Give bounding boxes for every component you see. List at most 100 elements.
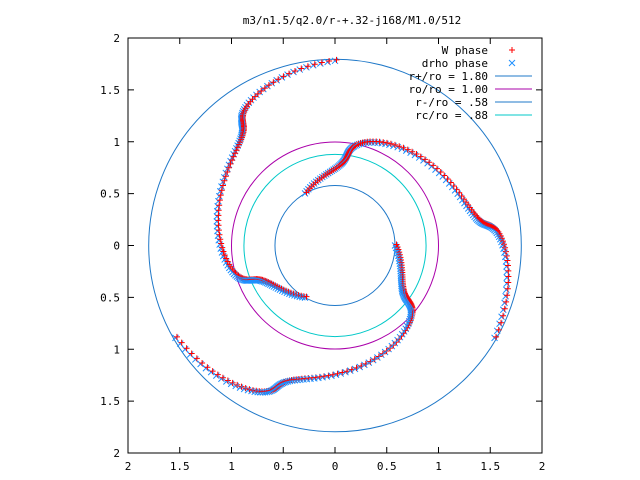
w-point bbox=[413, 151, 420, 158]
legend-label: ro/ro = 1.00 bbox=[409, 83, 488, 96]
reference-circle bbox=[231, 141, 439, 350]
drho-point bbox=[324, 58, 331, 66]
w-point bbox=[387, 140, 394, 147]
w-point bbox=[326, 58, 333, 65]
w-point bbox=[219, 244, 226, 251]
x-tick-label: 1 bbox=[228, 460, 235, 473]
w-point bbox=[430, 162, 437, 169]
w-point bbox=[393, 241, 400, 248]
drho-point bbox=[181, 345, 189, 353]
w-point bbox=[227, 160, 234, 167]
drho-point bbox=[291, 376, 299, 384]
w-point bbox=[261, 85, 268, 92]
w-point bbox=[298, 65, 305, 72]
drho-point bbox=[217, 245, 225, 252]
phase-points bbox=[172, 56, 512, 396]
drho-point bbox=[365, 359, 373, 366]
w-point bbox=[311, 61, 318, 68]
x-tick-label: 1.5 bbox=[170, 460, 190, 473]
w-point bbox=[215, 212, 222, 219]
drho-point bbox=[263, 279, 271, 287]
drho-point bbox=[236, 137, 243, 145]
w-point bbox=[505, 279, 512, 286]
y-tick-label: 2 bbox=[113, 32, 120, 45]
w-point bbox=[393, 339, 400, 346]
drho-point bbox=[197, 360, 204, 368]
x-tick-label: 1 bbox=[435, 460, 442, 473]
drho-point bbox=[237, 133, 245, 141]
drho-point bbox=[454, 190, 462, 198]
drho-point bbox=[411, 151, 419, 159]
drho-point bbox=[293, 292, 301, 300]
drho-point bbox=[420, 156, 427, 164]
w-point bbox=[223, 255, 230, 262]
drho-point bbox=[213, 212, 221, 220]
drho-point bbox=[503, 280, 511, 287]
w-point bbox=[216, 231, 223, 238]
drho-point bbox=[301, 190, 309, 197]
w-point bbox=[395, 246, 402, 253]
w-point bbox=[204, 364, 211, 371]
w-point bbox=[333, 56, 340, 63]
drho-point bbox=[222, 169, 230, 177]
reference-circle bbox=[243, 153, 427, 338]
drho-point bbox=[501, 253, 509, 261]
legend-marker bbox=[508, 59, 516, 67]
drho-point bbox=[493, 327, 501, 335]
w-point bbox=[334, 370, 341, 377]
chart-title: m3/n1.5/q2.0/r-+.32-j168/M1.0/512 bbox=[243, 14, 462, 27]
w-point bbox=[218, 240, 225, 247]
w-point bbox=[421, 156, 428, 163]
w-point bbox=[433, 165, 440, 172]
w-point bbox=[224, 168, 231, 175]
w-point bbox=[219, 374, 226, 381]
x-tick-label: 1.5 bbox=[480, 460, 500, 473]
w-point bbox=[183, 345, 190, 352]
w-point bbox=[221, 252, 228, 259]
w-point bbox=[280, 73, 287, 80]
w-point bbox=[258, 87, 265, 94]
w-point bbox=[400, 144, 407, 151]
w-point bbox=[287, 289, 294, 296]
w-point bbox=[173, 333, 180, 340]
drho-point bbox=[212, 372, 220, 379]
drho-point bbox=[396, 333, 404, 341]
w-point bbox=[234, 144, 241, 151]
w-point bbox=[219, 182, 226, 189]
w-point bbox=[503, 252, 510, 259]
w-point bbox=[383, 139, 390, 146]
y-tick-label: 0.5 bbox=[100, 188, 120, 201]
w-point bbox=[199, 360, 206, 367]
w-point bbox=[409, 148, 416, 155]
drho-point bbox=[186, 351, 194, 358]
w-point bbox=[292, 68, 299, 75]
drho-point bbox=[368, 139, 375, 146]
drho-point bbox=[337, 370, 345, 377]
w-point bbox=[501, 305, 508, 312]
x-tick-label: 0.5 bbox=[377, 460, 397, 473]
w-point bbox=[216, 197, 223, 204]
w-point bbox=[329, 371, 336, 378]
w-point bbox=[371, 356, 378, 363]
w-point bbox=[225, 164, 232, 171]
w-point bbox=[495, 326, 502, 333]
reference-circles bbox=[148, 58, 522, 433]
y-tick-label: 1 bbox=[113, 136, 120, 149]
drho-point bbox=[395, 255, 403, 262]
w-point bbox=[178, 339, 185, 346]
drho-point bbox=[499, 306, 507, 314]
drho-point bbox=[502, 286, 510, 294]
w-point bbox=[505, 273, 512, 280]
drho-point bbox=[360, 361, 368, 369]
drho-point bbox=[459, 196, 466, 204]
w-point bbox=[215, 227, 222, 234]
w-point bbox=[498, 319, 505, 326]
w-point bbox=[426, 159, 433, 166]
drho-point bbox=[398, 145, 406, 153]
w-point bbox=[396, 143, 403, 150]
legend-label: W phase bbox=[442, 44, 488, 57]
w-point bbox=[214, 371, 221, 378]
x-tick-label: 0 bbox=[332, 460, 339, 473]
w-point bbox=[218, 187, 225, 194]
